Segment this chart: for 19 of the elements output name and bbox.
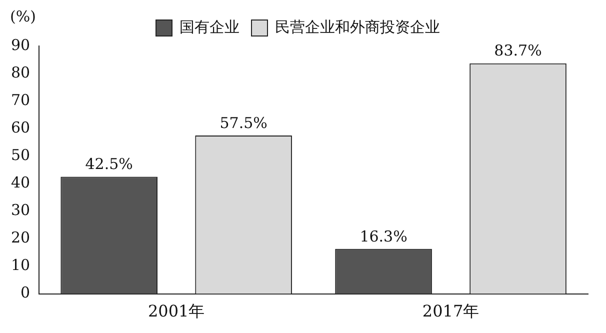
data-label: 83.7% xyxy=(494,42,542,60)
x-tick-label: 2001年 xyxy=(148,302,205,321)
y-tick-label: 80 xyxy=(10,63,30,82)
legend-label: 国有企业 xyxy=(180,18,240,36)
data-label: 42.5% xyxy=(85,155,133,174)
y-tick-label: 30 xyxy=(10,201,30,220)
y-tick-label: 10 xyxy=(10,256,30,274)
y-tick-label: 40 xyxy=(10,174,30,192)
legend-label: 民营企业和外商投资企业 xyxy=(275,18,440,36)
y-tick-label: 70 xyxy=(10,90,30,109)
data-label: 16.3% xyxy=(360,227,408,246)
data-label: 57.5% xyxy=(220,114,268,132)
y-tick-label: 20 xyxy=(10,228,30,247)
y-tick-label: 90 xyxy=(10,36,30,54)
x-tick-label: 2017年 xyxy=(422,302,480,321)
y-tick-label: 0 xyxy=(20,284,30,302)
y-tick-label: 60 xyxy=(10,118,30,136)
y-axis-title: (%) xyxy=(10,7,36,26)
y-tick-label: 50 xyxy=(10,146,30,164)
